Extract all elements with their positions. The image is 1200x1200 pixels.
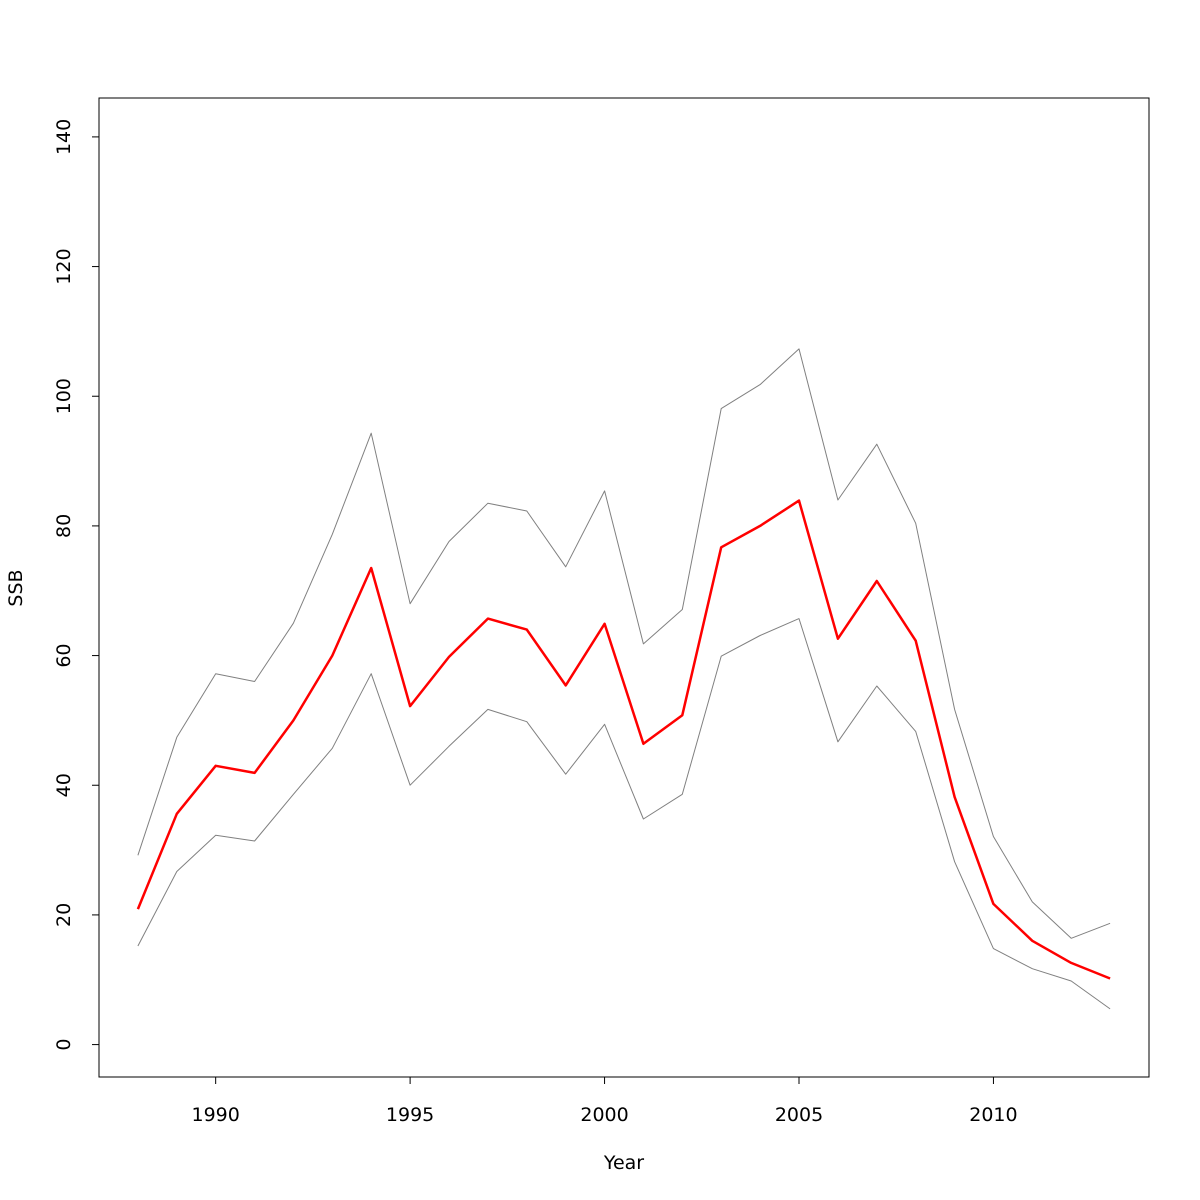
x-tick-label: 2000 bbox=[580, 1104, 628, 1126]
y-tick-label: 40 bbox=[53, 773, 75, 797]
x-axis: 1990 1995 2000 2005 2010 bbox=[191, 1076, 1018, 1126]
y-tick-label: 120 bbox=[53, 248, 75, 284]
y-tick-label: 60 bbox=[53, 643, 75, 667]
upper-bound-line bbox=[137, 348, 1111, 939]
x-tick-label: 1995 bbox=[386, 1104, 434, 1126]
x-tick-label: 1990 bbox=[191, 1104, 239, 1126]
y-axis: 0 20 40 60 80 100 120 140 bbox=[53, 119, 100, 1051]
ssb-series-line bbox=[136, 499, 1111, 980]
y-tick-label: 100 bbox=[53, 378, 75, 414]
lower-bound-line bbox=[137, 618, 1111, 1010]
y-tick-label: 20 bbox=[53, 903, 75, 927]
y-tick-label: 140 bbox=[53, 119, 75, 155]
y-tick-label: 80 bbox=[53, 514, 75, 538]
y-tick-label: 0 bbox=[53, 1039, 75, 1051]
x-tick-label: 2005 bbox=[775, 1104, 823, 1126]
x-axis-label: Year bbox=[603, 1152, 644, 1174]
plot-frame bbox=[98, 97, 1150, 1078]
series-layer bbox=[136, 348, 1111, 1010]
y-axis-label: SSB bbox=[5, 569, 27, 606]
x-tick-label: 2010 bbox=[969, 1104, 1017, 1126]
